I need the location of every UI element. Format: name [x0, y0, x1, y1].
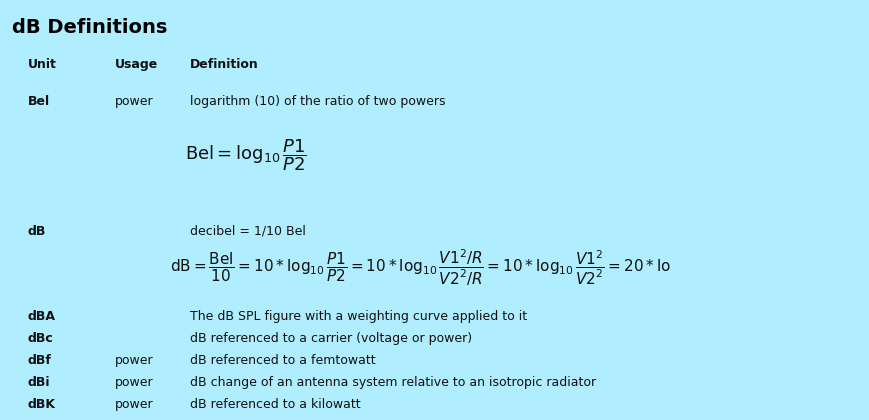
Text: power: power [115, 376, 154, 389]
Text: dB Definitions: dB Definitions [12, 18, 167, 37]
Text: dBf: dBf [28, 354, 52, 367]
Text: power: power [115, 398, 154, 411]
Text: dB referenced to a carrier (voltage or power): dB referenced to a carrier (voltage or p… [189, 332, 472, 345]
Text: power: power [115, 354, 154, 367]
Text: dBi: dBi [28, 376, 50, 389]
Text: dB referenced to a femtowatt: dB referenced to a femtowatt [189, 354, 375, 367]
Text: power: power [115, 95, 154, 108]
Text: decibel = 1/10 Bel: decibel = 1/10 Bel [189, 225, 306, 238]
Text: logarithm (10) of the ratio of two powers: logarithm (10) of the ratio of two power… [189, 95, 445, 108]
Text: Usage: Usage [115, 58, 158, 71]
Text: dB: dB [28, 225, 46, 238]
Text: dB change of an antenna system relative to an isotropic radiator: dB change of an antenna system relative … [189, 376, 595, 389]
Text: dBc: dBc [28, 332, 54, 345]
Text: $\mathrm{dB} = \dfrac{\mathrm{Bel}}{10} = 10 * \log_{10} \dfrac{P1}{P2} = 10 * \: $\mathrm{dB} = \dfrac{\mathrm{Bel}}{10} … [169, 248, 671, 288]
Text: The dB SPL figure with a weighting curve applied to it: The dB SPL figure with a weighting curve… [189, 310, 527, 323]
Text: Definition: Definition [189, 58, 258, 71]
Text: Unit: Unit [28, 58, 56, 71]
Text: dB referenced to a kilowatt: dB referenced to a kilowatt [189, 398, 361, 411]
Text: dBK: dBK [28, 398, 56, 411]
Text: $\mathrm{Bel} = \log_{10} \dfrac{P1}{P2}$: $\mathrm{Bel} = \log_{10} \dfrac{P1}{P2}… [185, 137, 307, 173]
Text: Bel: Bel [28, 95, 50, 108]
Text: dBA: dBA [28, 310, 56, 323]
